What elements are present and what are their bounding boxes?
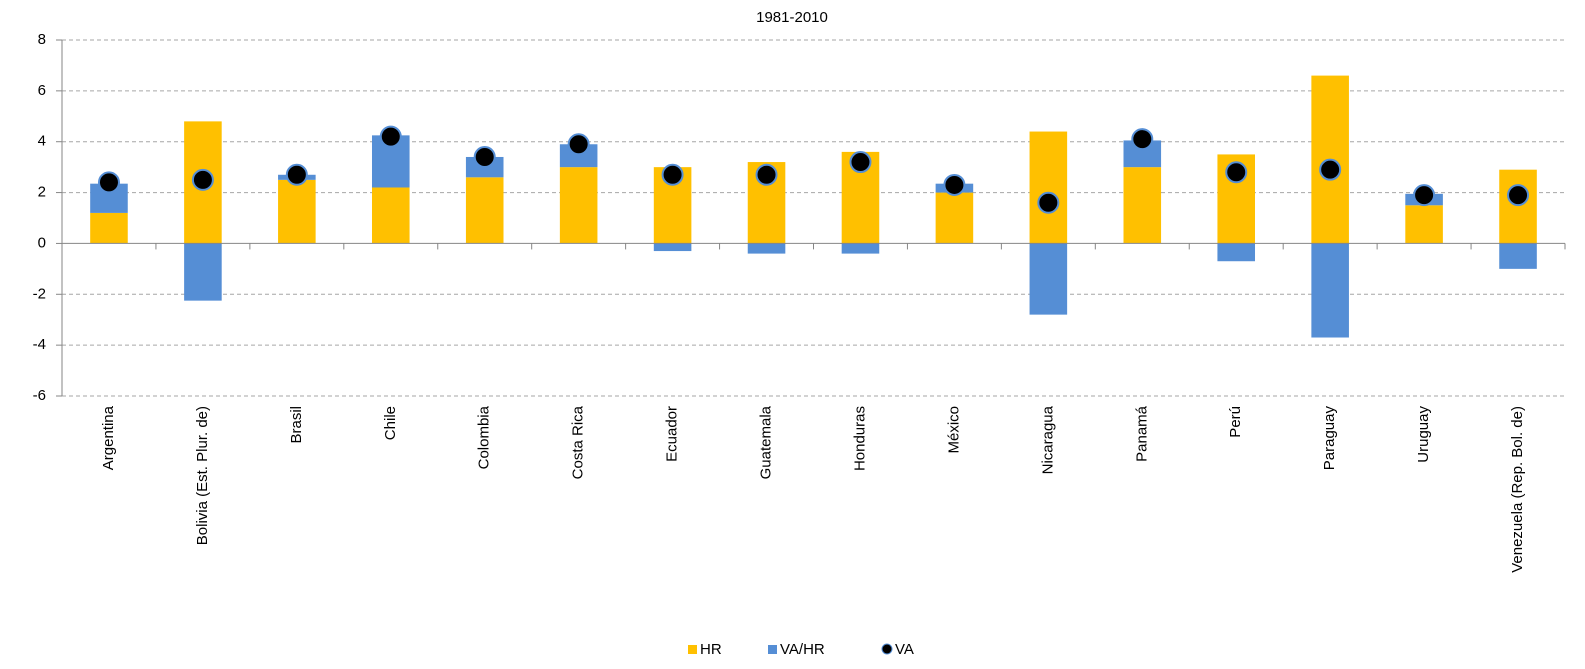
x-tick-label: Ecuador <box>664 406 681 462</box>
bar <box>184 243 222 301</box>
y-tick-label: -2 <box>33 285 46 302</box>
y-tick-label: -6 <box>33 387 46 404</box>
dot <box>1037 191 1060 214</box>
y-tick-label: 0 <box>38 234 46 251</box>
bar <box>278 179 316 244</box>
dot <box>1319 158 1342 181</box>
legend-label: HR <box>700 641 722 658</box>
x-tick-label: Bolivia (Est. Plur. de) <box>194 406 211 545</box>
x-tick-label: Brasil <box>288 406 305 444</box>
bar <box>1311 243 1349 338</box>
dot <box>473 145 496 168</box>
y-tick-label: -4 <box>33 336 46 353</box>
dot <box>285 163 308 186</box>
bar <box>1499 169 1537 244</box>
x-tick-label: Guatemala <box>758 405 775 479</box>
x-tick-label: México <box>945 406 962 454</box>
x-tick-label: Chile <box>382 406 399 440</box>
x-tick-label: Venezuela (Rep. Bol. de) <box>1509 406 1526 573</box>
dot <box>379 125 402 148</box>
dot <box>567 133 590 156</box>
grid <box>62 39 1565 397</box>
bar <box>1029 243 1068 315</box>
bar <box>653 243 692 252</box>
bar <box>1499 243 1537 269</box>
bar <box>747 243 786 254</box>
bar <box>841 243 880 254</box>
y-tick-label: 6 <box>38 82 46 99</box>
dot <box>191 168 214 191</box>
dot <box>1413 184 1436 207</box>
x-tick-label: Argentina <box>100 405 117 470</box>
bar <box>465 177 504 244</box>
bar <box>371 187 410 244</box>
x-tick-label: Colombia <box>476 405 493 469</box>
dot <box>943 173 966 196</box>
x-tick-label: Honduras <box>851 406 868 471</box>
bar <box>90 212 128 244</box>
chart-title: 1981-2010 <box>756 9 828 26</box>
x-tick-label: Panamá <box>1133 405 1150 462</box>
x-tick-label: Perú <box>1227 406 1244 438</box>
y-tick-label: 2 <box>38 184 46 201</box>
legend-swatch <box>688 645 697 654</box>
dot <box>1507 184 1530 207</box>
dot <box>661 163 684 186</box>
x-tick-label: Uruguay <box>1415 406 1432 463</box>
y-tick-label: 8 <box>38 31 46 48</box>
bar <box>1405 205 1443 244</box>
x-tick-label: Nicaragua <box>1039 405 1056 474</box>
dot <box>755 163 778 186</box>
legend-label: VA <box>895 641 914 658</box>
dot <box>97 171 120 194</box>
dot <box>849 151 872 174</box>
x-tick-label: Paraguay <box>1321 406 1338 471</box>
bar <box>559 167 598 244</box>
bar <box>1123 167 1162 244</box>
y-tick-label: 4 <box>38 133 46 150</box>
x-tick-label: Costa Rica <box>570 405 587 479</box>
legend-swatch <box>768 645 777 654</box>
bar <box>1029 131 1068 244</box>
legend-swatch <box>881 643 893 655</box>
dot <box>1131 128 1154 151</box>
dot <box>1225 161 1248 184</box>
legend-label: VA/HR <box>780 641 825 658</box>
bar <box>1217 243 1256 262</box>
bar <box>935 192 974 244</box>
